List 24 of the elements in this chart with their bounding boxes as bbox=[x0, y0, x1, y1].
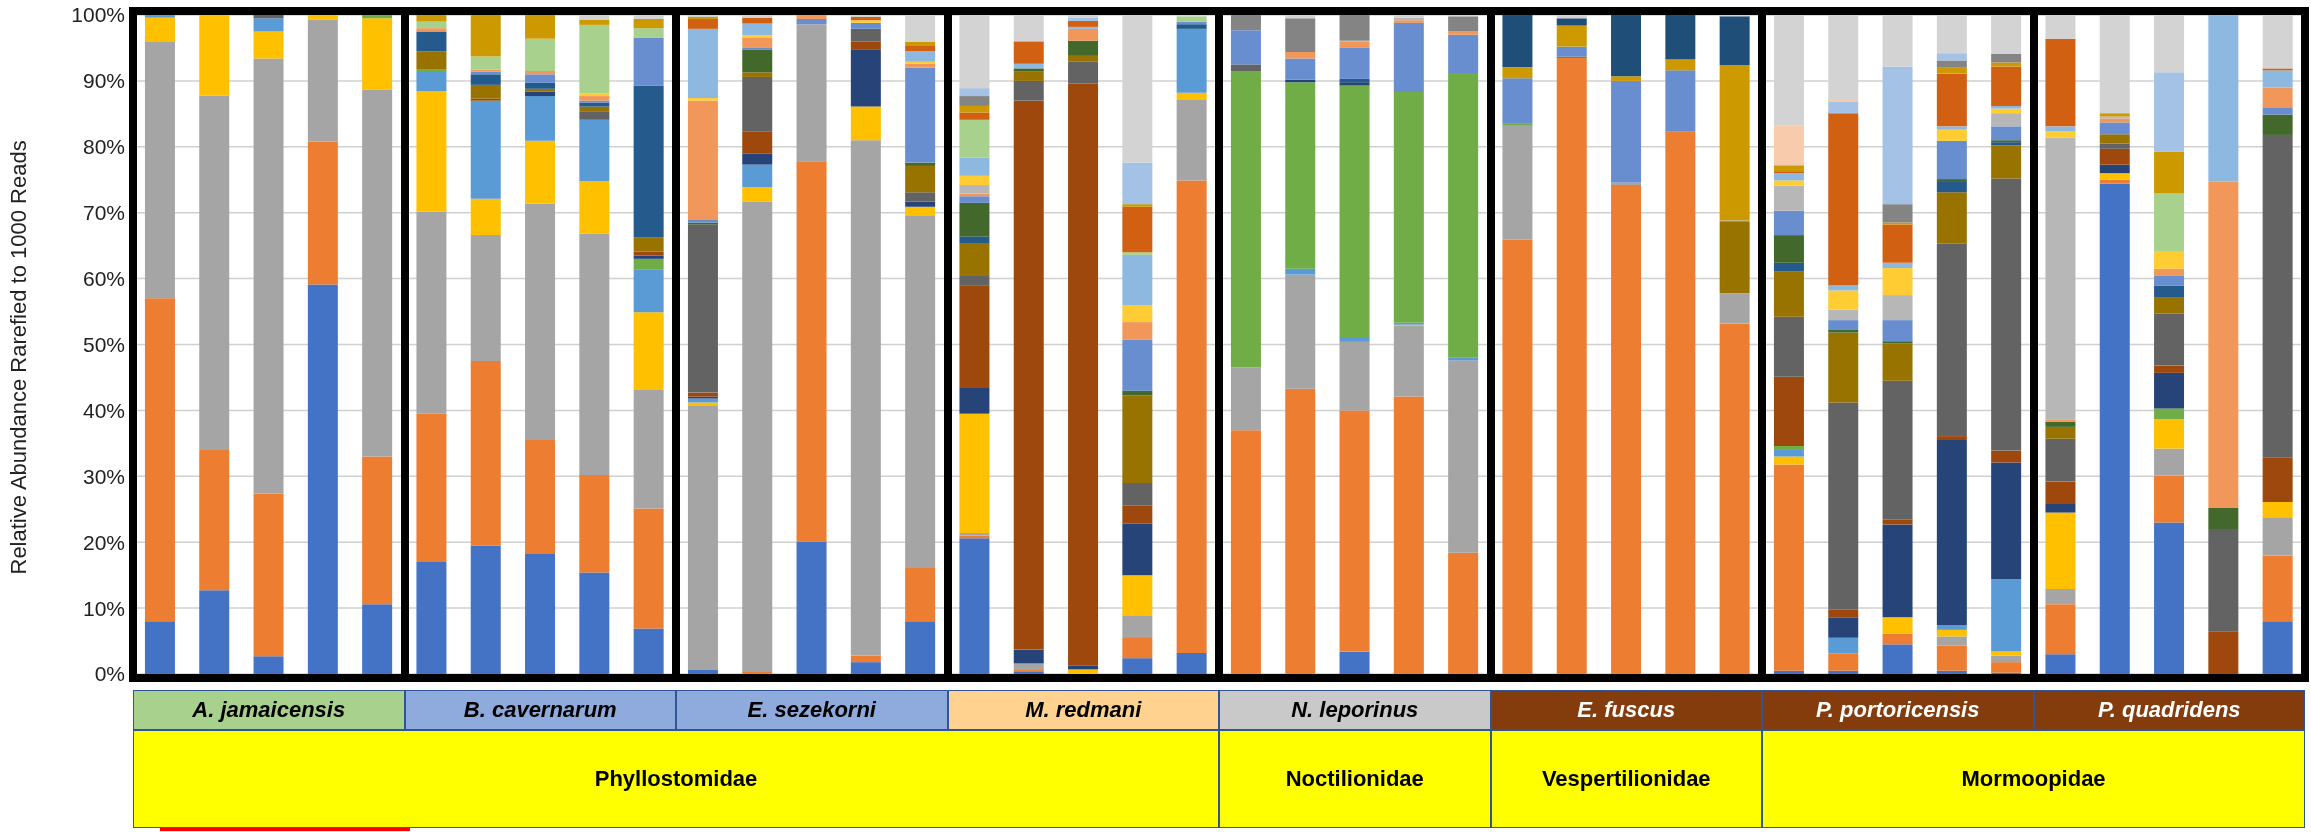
y-tick-label: 80% bbox=[82, 135, 125, 159]
text: B. cavernarum bbox=[463, 697, 617, 723]
text: E. sezekorni bbox=[747, 697, 876, 723]
y-tick-label: 100% bbox=[71, 3, 125, 27]
y-tick-label: 50% bbox=[82, 332, 125, 356]
y-tick-label: 20% bbox=[82, 530, 125, 554]
y-axis-title: Relative Abundance Rarefied to 1000 Reads bbox=[5, 140, 31, 575]
text: Noctilionidae bbox=[1285, 766, 1424, 792]
y-tick-label: 70% bbox=[82, 201, 125, 225]
y-tick-label: 60% bbox=[82, 267, 125, 291]
text: N. leporinus bbox=[1291, 697, 1419, 723]
text: E. fuscus bbox=[1577, 697, 1676, 723]
y-tick-label: 10% bbox=[82, 596, 125, 620]
y-tick-label: 40% bbox=[82, 398, 125, 422]
y-tick-label: 90% bbox=[82, 69, 125, 93]
text: Vespertilionidae bbox=[1541, 766, 1711, 792]
y-tick-label: 0% bbox=[94, 662, 125, 686]
text: P. portoricensis bbox=[1816, 697, 1980, 723]
text: Mormoopidae bbox=[1961, 766, 2106, 792]
text: M. redmani bbox=[1025, 697, 1142, 723]
y-tick-label: 30% bbox=[82, 464, 125, 488]
text: Phyllostomidae bbox=[594, 766, 758, 792]
text: P. quadridens bbox=[2097, 697, 2241, 723]
text: A. jamaicensis bbox=[192, 697, 346, 723]
